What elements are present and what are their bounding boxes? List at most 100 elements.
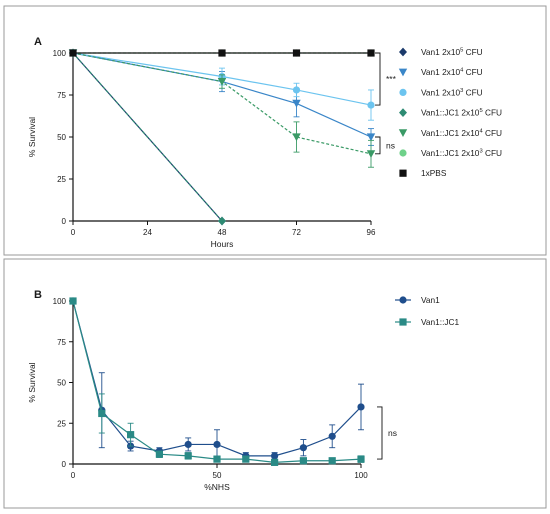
y-tick-label: 50 [57, 133, 66, 142]
legend-label: Van1 2x104 CFU [421, 67, 483, 77]
legend-symbol [399, 47, 407, 57]
legend-item: Van1 2x103 CFU [399, 87, 483, 97]
series-0 [69, 297, 365, 460]
legend-symbol [399, 318, 407, 326]
y-tick-label: 0 [62, 460, 67, 469]
data-point [155, 450, 163, 458]
legend-label-text: Van1::JC1 2x10 [421, 128, 480, 138]
data-point [292, 133, 301, 142]
bracket-line [375, 136, 381, 155]
significance-label: *** [386, 74, 397, 84]
x-axis-title: Hours [211, 239, 234, 249]
x-tick-label: 0 [71, 228, 76, 237]
significance-label: ns [386, 140, 395, 150]
data-point [69, 49, 77, 57]
data-point [218, 49, 226, 57]
y-tick-label: 75 [57, 91, 66, 100]
series-line [72, 52, 372, 155]
chart-a: 0 25 50 75 100 0 24 48 72 96 Hours % Survival *** ns V… [27, 47, 502, 249]
data-point [98, 409, 106, 418]
data-point [357, 403, 365, 411]
legend-symbol [399, 296, 407, 304]
series-1 [69, 297, 365, 466]
x-tick-label: 96 [367, 228, 376, 237]
legend-label-exponent: 4 [479, 128, 483, 134]
x-tick-label: 100 [354, 471, 368, 480]
legend-label: Van1::JC1 2x104 CFU [421, 128, 502, 138]
bracket-line [375, 52, 381, 106]
legend-item: 1xPBS [399, 168, 447, 178]
legend-label: Van1::JC1 2x105 CFU [421, 108, 502, 118]
x-tick-label: 0 [71, 471, 76, 480]
legend-label-text: Van1 2x10 [421, 47, 460, 57]
legend-label: Van1 2x105 CFU [421, 47, 483, 57]
bracket-line [377, 406, 383, 460]
data-point [69, 297, 77, 305]
data-point [213, 440, 221, 449]
data-point [328, 432, 336, 440]
y-tick-label: 0 [62, 217, 67, 226]
legend-label: Van1::JC1 2x103 CFU [421, 148, 502, 158]
legend-item: Van1 [395, 295, 440, 305]
series-4 [68, 49, 376, 168]
legend-label: Van1 [421, 295, 440, 305]
significance-label: ns [388, 428, 397, 438]
y-tick-label: 100 [53, 297, 67, 306]
legend-label-exponent: 3 [460, 88, 463, 94]
x-tick-label: 48 [218, 228, 227, 237]
y-tick-label: 100 [53, 49, 67, 58]
legend-symbol [399, 149, 407, 157]
legend-label-unit: CFU [483, 128, 502, 138]
y-tick-label: 25 [57, 419, 66, 428]
x-tick-label: 50 [213, 471, 222, 480]
legend-label-exponent: 5 [460, 48, 463, 54]
legend-symbol [399, 88, 407, 96]
series-6 [69, 49, 375, 57]
x-tick-label: 24 [143, 228, 152, 237]
data-point [367, 101, 375, 109]
significance-bracket-0: ns [377, 406, 397, 460]
data-point [242, 455, 250, 463]
series-line [72, 52, 372, 106]
legend-label-text: Van1 2x10 [421, 67, 460, 77]
data-point [367, 49, 375, 57]
data-point [184, 452, 192, 460]
y-axis-title: % Survival [27, 117, 37, 157]
legend-label-exponent: 4 [460, 68, 464, 74]
data-point [184, 440, 192, 449]
legend-label-text: Van1::JC1 2x10 [421, 148, 480, 158]
data-point [299, 444, 307, 452]
legend-label-exponent: 3 [479, 149, 482, 155]
legend-symbol [398, 129, 408, 137]
panel-b-frame [3, 258, 547, 509]
legend-label-unit: CFU [463, 67, 482, 77]
legend-label-unit: CFU [483, 148, 502, 158]
data-point [366, 133, 376, 142]
legend-symbol [399, 108, 407, 117]
legend-item: Van1::JC1 2x104 CFU [398, 128, 502, 138]
data-point [357, 455, 365, 463]
legend-item: Van1 2x105 CFU [399, 47, 483, 57]
y-axis-title: % Survival [27, 362, 37, 402]
data-point [366, 150, 376, 158]
legend-label: Van1::JC1 [421, 317, 460, 327]
significance-bracket-0: *** [375, 52, 397, 106]
legend-item: Van1::JC1 [395, 317, 460, 327]
legend-label-unit: CFU [463, 87, 482, 97]
legend-label-text: 1xPBS [421, 168, 447, 178]
legend-label-text: Van1::JC1 2x10 [421, 108, 480, 118]
series-line [72, 52, 223, 222]
legend-label: Van1 2x103 CFU [421, 87, 483, 97]
series-line [72, 52, 372, 138]
legend-label-text: Van1 2x10 [421, 87, 460, 97]
data-point [292, 49, 301, 57]
y-tick-label: 75 [57, 338, 66, 347]
legend-item: Van1::JC1 2x105 CFU [399, 108, 502, 118]
legend-item: Van1 2x104 CFU [398, 67, 483, 77]
data-point [218, 216, 226, 226]
legend-label: 1xPBS [421, 168, 447, 178]
